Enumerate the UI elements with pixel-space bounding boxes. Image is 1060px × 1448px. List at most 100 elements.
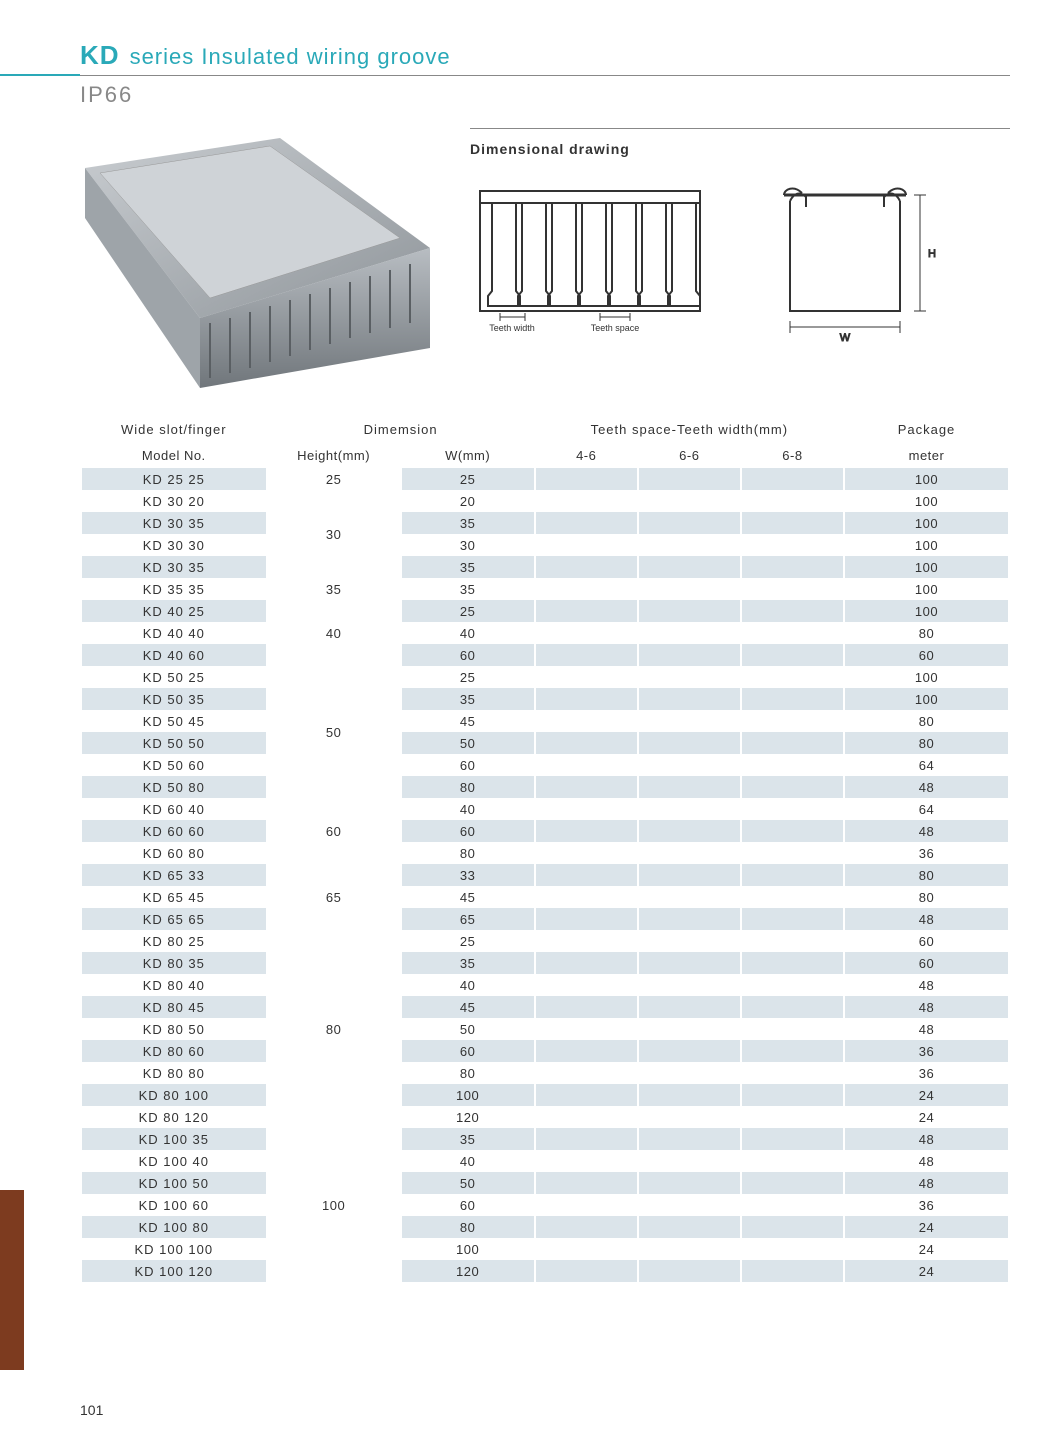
cell-teeth — [741, 688, 844, 710]
cell-model: KD 30 30 — [81, 534, 267, 556]
cell-teeth — [535, 534, 638, 556]
cell-teeth — [741, 1194, 844, 1216]
cell-teeth — [535, 996, 638, 1018]
cell-teeth — [535, 644, 638, 666]
cell-teeth — [535, 842, 638, 864]
cell-teeth — [741, 490, 844, 512]
cell-w: 33 — [401, 864, 535, 886]
cell-model: KD 60 40 — [81, 798, 267, 820]
cell-w: 50 — [401, 732, 535, 754]
table-row: KD 100 12012024 — [81, 1260, 1009, 1282]
cell-teeth — [535, 578, 638, 600]
cell-package: 60 — [844, 644, 1009, 666]
cell-teeth — [638, 512, 741, 534]
cell-model: KD 40 25 — [81, 600, 267, 622]
cell-teeth — [638, 578, 741, 600]
cell-teeth — [741, 556, 844, 578]
cell-w: 40 — [401, 622, 535, 644]
cell-teeth — [535, 754, 638, 776]
cell-w: 35 — [401, 1128, 535, 1150]
cell-teeth — [638, 468, 741, 490]
cell-teeth — [638, 710, 741, 732]
cell-w: 60 — [401, 754, 535, 776]
cell-w: 100 — [401, 1084, 535, 1106]
table-row: KD 40 606060 — [81, 644, 1009, 666]
cell-package: 80 — [844, 864, 1009, 886]
cell-height: 100 — [267, 1128, 401, 1282]
table-row: KD 100 505048 — [81, 1172, 1009, 1194]
cell-w: 40 — [401, 798, 535, 820]
title-prefix: KD — [80, 40, 120, 71]
cell-teeth — [741, 578, 844, 600]
cell-model: KD 80 60 — [81, 1040, 267, 1062]
cell-model: KD 35 35 — [81, 578, 267, 600]
cell-w: 35 — [401, 556, 535, 578]
cell-teeth — [741, 600, 844, 622]
cell-model: KD 50 45 — [81, 710, 267, 732]
cell-teeth — [535, 1040, 638, 1062]
table-row: KD 30 3535100 — [81, 512, 1009, 534]
cell-model: KD 65 45 — [81, 886, 267, 908]
cell-teeth — [535, 666, 638, 688]
cell-model: KD 100 35 — [81, 1128, 267, 1150]
cell-teeth — [535, 930, 638, 952]
table-row: KD 35 353535100 — [81, 578, 1009, 600]
page-number: 101 — [80, 1402, 103, 1418]
cell-teeth — [638, 1128, 741, 1150]
cell-model: KD 50 60 — [81, 754, 267, 776]
cell-teeth — [638, 666, 741, 688]
h-label: H — [928, 248, 936, 260]
spec-table: Wide slot/fingerDimemsionTeeth space-Tee… — [80, 416, 1010, 1282]
cell-height: 80 — [267, 930, 401, 1128]
cell-teeth — [741, 798, 844, 820]
table-row: KD 50 454580 — [81, 710, 1009, 732]
cell-package: 24 — [844, 1084, 1009, 1106]
cell-height: 50 — [267, 666, 401, 798]
table-header: Height(mm) — [267, 443, 401, 468]
table-row: KD 80 505048 — [81, 1018, 1009, 1040]
cell-model: KD 80 80 — [81, 1062, 267, 1084]
cell-package: 36 — [844, 1194, 1009, 1216]
cell-teeth — [535, 974, 638, 996]
cell-package: 100 — [844, 490, 1009, 512]
cell-package: 36 — [844, 1040, 1009, 1062]
table-row: KD 80 808036 — [81, 1062, 1009, 1084]
cell-package: 24 — [844, 1216, 1009, 1238]
table-row: KD 60 606048 — [81, 820, 1009, 842]
cell-w: 25 — [401, 666, 535, 688]
cell-teeth — [535, 1194, 638, 1216]
cell-teeth — [535, 1150, 638, 1172]
cell-teeth — [638, 798, 741, 820]
cell-w: 30 — [401, 534, 535, 556]
cell-model: KD 60 80 — [81, 842, 267, 864]
cell-model: KD 100 40 — [81, 1150, 267, 1172]
cell-teeth — [535, 776, 638, 798]
cell-model: KD 100 50 — [81, 1172, 267, 1194]
cell-teeth — [638, 534, 741, 556]
cell-teeth — [741, 776, 844, 798]
table-row: KD 80 404048 — [81, 974, 1009, 996]
cell-teeth — [638, 556, 741, 578]
table-row: KD 60 40604064 — [81, 798, 1009, 820]
table-row: KD 80 353560 — [81, 952, 1009, 974]
cell-teeth — [741, 622, 844, 644]
cell-model: KD 80 50 — [81, 1018, 267, 1040]
table-header: W(mm) — [401, 443, 535, 468]
cell-w: 60 — [401, 644, 535, 666]
table-row: KD 30 203020100 — [81, 490, 1009, 512]
cell-w: 45 — [401, 710, 535, 732]
cell-package: 48 — [844, 1172, 1009, 1194]
cell-teeth — [741, 644, 844, 666]
cell-package: 80 — [844, 732, 1009, 754]
cell-teeth — [638, 600, 741, 622]
table-row: KD 50 606064 — [81, 754, 1009, 776]
cell-package: 24 — [844, 1106, 1009, 1128]
table-row: KD 100 808024 — [81, 1216, 1009, 1238]
cell-teeth — [741, 534, 844, 556]
table-header-group: Wide slot/finger — [81, 416, 267, 443]
table-header: 6-8 — [741, 443, 844, 468]
cell-package: 100 — [844, 666, 1009, 688]
cell-teeth — [535, 556, 638, 578]
cell-teeth — [535, 1128, 638, 1150]
cell-package: 36 — [844, 842, 1009, 864]
